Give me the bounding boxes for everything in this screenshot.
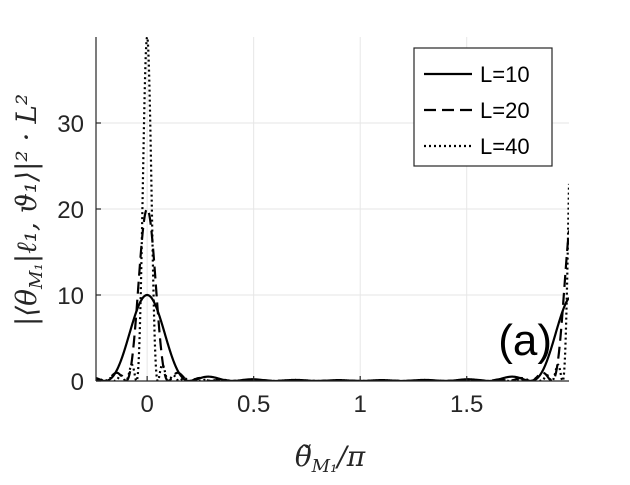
legend-box (413, 47, 553, 167)
x-tick-label: 0.5 (237, 391, 270, 418)
tick-labels: 0 0.5 1 1.5 0 10 20 30 (57, 111, 483, 418)
panel-label: (a) (498, 316, 552, 365)
y-axis-label: |⟨θM₁|ℓ₁, ϑ₁⟩|² · L² (10, 94, 47, 326)
y-tick-label: 10 (57, 283, 84, 310)
x-tick-label: 0 (140, 391, 153, 418)
y-tick-label: 30 (57, 111, 84, 138)
legend-label: L=10 (480, 62, 530, 87)
x-axis-label: θ̃M₁/π (295, 440, 366, 477)
series-line-l40 (96, 37, 569, 381)
legend-label: L=20 (480, 98, 530, 123)
legend: L=10 L=20 L=40 (413, 47, 553, 167)
x-tick-label: 1.5 (450, 391, 483, 418)
legend-label: L=40 (480, 134, 530, 159)
y-tick-label: 0 (71, 369, 84, 396)
x-tick-label: 1 (354, 391, 367, 418)
axes (95, 37, 569, 382)
y-tick-label: 20 (57, 197, 84, 224)
